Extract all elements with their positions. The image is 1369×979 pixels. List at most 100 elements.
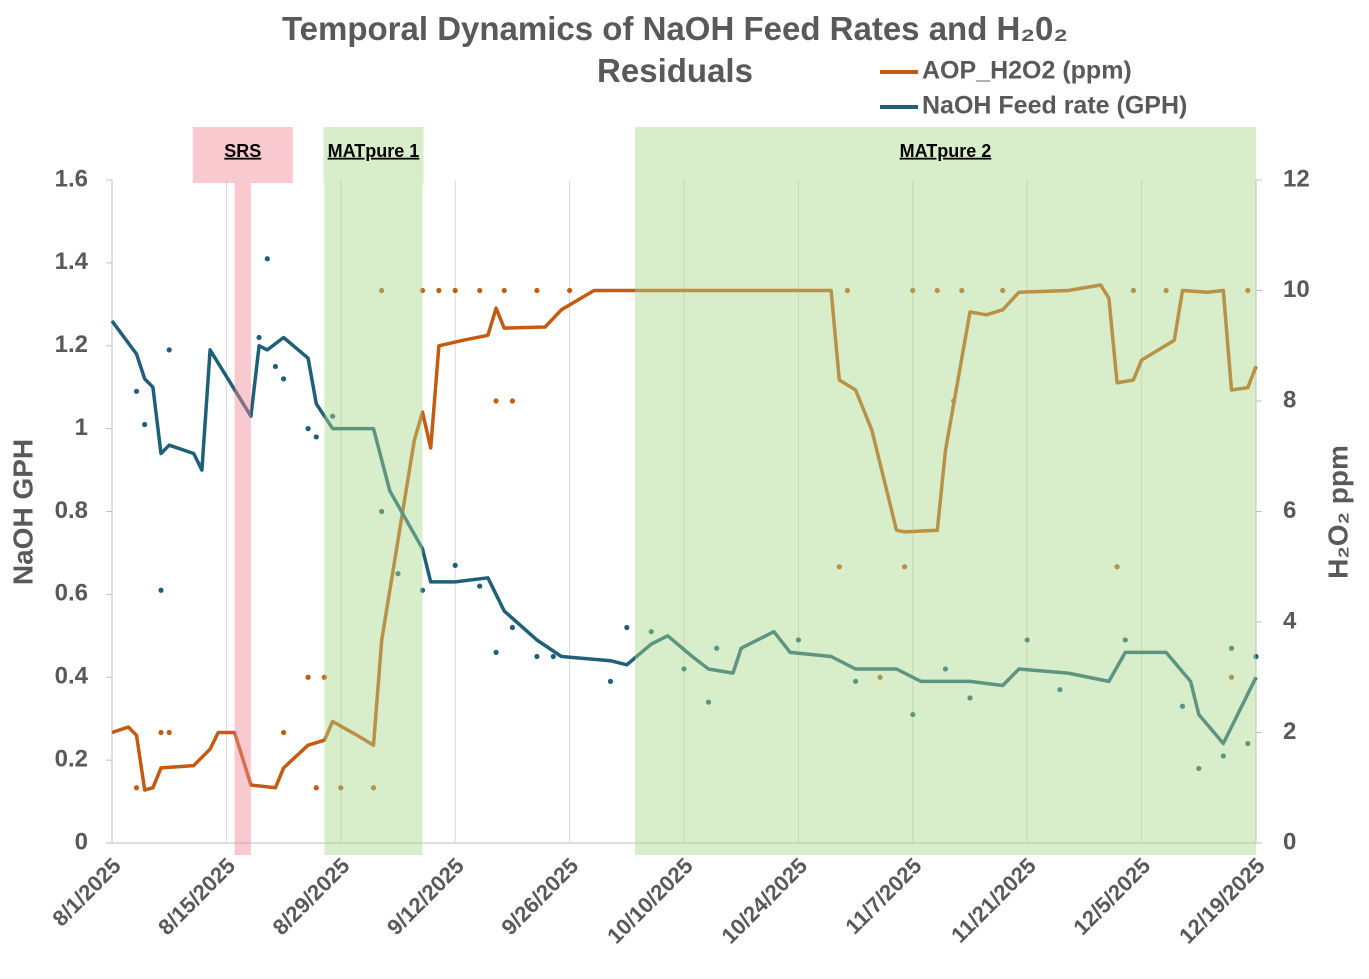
data-point — [419, 287, 426, 294]
data-point — [452, 562, 458, 568]
data-point — [902, 564, 908, 570]
y2-tick-label: 0 — [1283, 828, 1296, 855]
data-point — [158, 729, 164, 736]
data-point — [1114, 564, 1120, 570]
data-point — [379, 287, 385, 294]
data-point — [264, 256, 270, 262]
x-tick-label: 9/12/2025 — [382, 853, 469, 940]
region-label-box — [323, 127, 424, 183]
data-point — [493, 649, 499, 655]
data-point — [959, 287, 965, 294]
y-axis-title: NaOH GPH — [7, 439, 38, 585]
data-point — [681, 666, 687, 672]
data-point — [395, 571, 401, 577]
data-point — [509, 398, 515, 404]
region-label: SRS — [224, 141, 261, 161]
y-tick-label: 1.4 — [55, 248, 89, 275]
data-point — [853, 678, 859, 684]
data-point — [330, 413, 336, 419]
data-point — [877, 674, 883, 680]
data-point — [1196, 765, 1202, 772]
y2-tick-label: 12 — [1283, 165, 1310, 192]
data-point — [313, 785, 319, 791]
legend-label: AOP_H2O2 (ppm) — [922, 57, 1132, 85]
x-tick-label: 10/24/2025 — [717, 853, 813, 949]
data-point — [534, 287, 540, 294]
x-tick-label: 11/7/2025 — [840, 853, 926, 939]
data-point — [844, 287, 851, 294]
region-label-box — [634, 127, 1256, 183]
data-point — [1228, 674, 1235, 680]
data-point — [256, 334, 262, 341]
x-tick-label: 10/10/2025 — [602, 853, 698, 949]
data-point — [452, 287, 458, 294]
data-point — [477, 583, 483, 589]
x-tick-label: 11/21/2025 — [946, 853, 1041, 948]
x-tick-label: 8/15/2025 — [153, 853, 240, 940]
data-point — [795, 637, 802, 643]
y2-tick-label: 8 — [1283, 386, 1296, 413]
x-tick-label: 8/29/2025 — [268, 853, 355, 940]
y-tick-label: 1.6 — [55, 165, 88, 192]
data-point — [648, 629, 654, 635]
data-point — [1245, 740, 1251, 747]
x-tick-label: 9/26/2025 — [496, 853, 583, 940]
data-point — [1220, 753, 1226, 759]
data-point — [951, 398, 957, 404]
data-point — [1000, 287, 1006, 294]
data-point — [567, 287, 573, 294]
data-point — [133, 785, 140, 791]
y-tick-label: 0.2 — [55, 745, 88, 772]
data-point — [501, 287, 507, 294]
data-point — [550, 653, 556, 660]
y-tick-label: 1.2 — [55, 331, 88, 358]
data-point — [534, 653, 540, 660]
y-tick-label: 0.8 — [55, 497, 88, 524]
x-tick-label: 8/1/2025 — [47, 853, 125, 931]
data-point — [1130, 287, 1137, 294]
data-point — [1122, 637, 1128, 643]
data-point — [1163, 287, 1169, 294]
data-point — [142, 421, 148, 428]
data-point — [934, 287, 940, 294]
data-point — [281, 729, 287, 736]
series-line — [111, 283, 1258, 792]
data-point — [1245, 287, 1251, 294]
data-point — [305, 426, 311, 432]
data-point — [1057, 687, 1063, 693]
data-point — [1228, 645, 1235, 651]
data-point — [1253, 653, 1259, 660]
region — [234, 183, 251, 855]
data-point — [714, 645, 720, 651]
data-point — [705, 699, 712, 705]
series-line — [110, 319, 1258, 746]
x-tick-label: 12/19/2025 — [1174, 853, 1270, 949]
data-point — [967, 695, 973, 701]
data-point — [338, 785, 344, 791]
data-point — [281, 376, 287, 382]
data-point — [166, 347, 172, 353]
data-point — [379, 508, 385, 515]
data-point — [313, 434, 319, 440]
data-point — [272, 363, 279, 370]
region — [324, 183, 423, 855]
y2-axis-title: H₂O₂ ppm — [1322, 445, 1353, 579]
y2-tick-label: 10 — [1283, 276, 1310, 303]
chart-title: Temporal Dynamics of NaOH Feed Rates and… — [281, 10, 1069, 89]
data-point — [158, 587, 164, 593]
y2-tick-label: 2 — [1283, 718, 1296, 745]
region-label: MATpure 2 — [900, 141, 992, 161]
y-tick-label: 0.4 — [55, 663, 89, 690]
data-point — [419, 587, 426, 593]
data-point — [133, 388, 140, 394]
y-tick-label: 1 — [75, 414, 88, 441]
region-label: MATpure 1 — [328, 141, 420, 161]
data-point — [607, 678, 614, 684]
y-tick-label: 0.6 — [55, 580, 88, 607]
data-point — [942, 666, 949, 672]
data-point — [910, 287, 916, 294]
data-point — [305, 674, 311, 680]
data-point — [370, 785, 377, 791]
